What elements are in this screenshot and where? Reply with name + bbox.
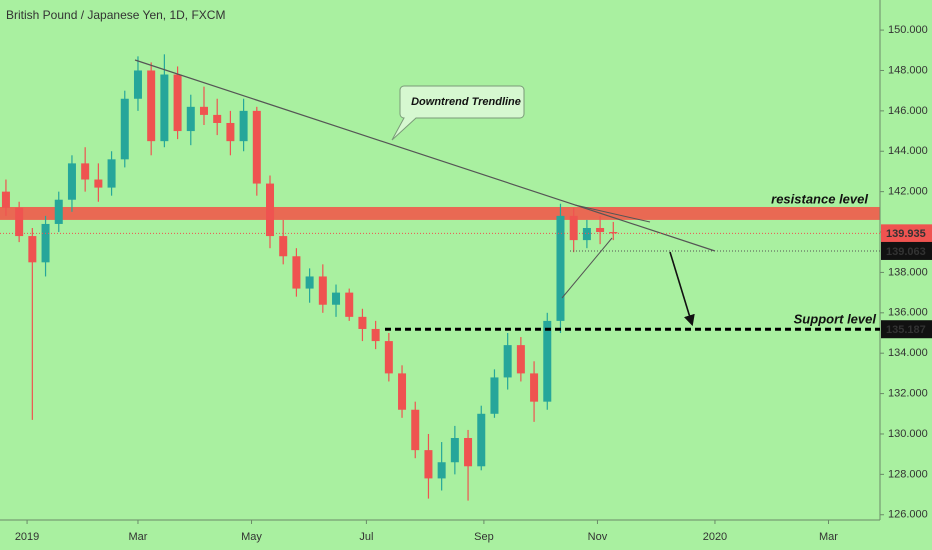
candle-body <box>332 292 341 305</box>
candle-body <box>477 413 486 467</box>
candles <box>1 54 618 501</box>
candle-body <box>424 450 433 479</box>
candle-body <box>120 98 129 160</box>
y-tick-label: 144.000 <box>888 145 928 157</box>
x-tick-label: Mar <box>128 531 147 543</box>
y-tick-label: 138.000 <box>888 266 928 278</box>
candle-body <box>173 74 182 132</box>
price-box-label: 139.935 <box>886 228 926 240</box>
callout-box <box>391 85 525 141</box>
x-tick-label: 2020 <box>703 531 727 543</box>
resistance-label: resistance level <box>771 191 868 206</box>
candle-body <box>345 292 354 317</box>
candle-body <box>54 199 63 224</box>
candle-body <box>1 191 10 208</box>
candle-body <box>516 345 525 374</box>
candle-body <box>239 110 248 142</box>
y-tick-label: 146.000 <box>888 105 928 117</box>
candle-body <box>371 328 380 342</box>
candle-body <box>609 232 618 234</box>
candle-body <box>503 345 512 378</box>
candle-body <box>411 409 420 451</box>
candle-body <box>292 256 301 289</box>
candle-body <box>226 122 235 142</box>
y-tick-label: 126.000 <box>888 509 928 521</box>
candle-body <box>186 106 195 132</box>
x-tick-label: May <box>241 531 262 543</box>
candle-body <box>556 215 565 321</box>
candle-body <box>147 70 156 142</box>
candle-body <box>94 179 103 188</box>
candle-body <box>279 236 288 257</box>
chart-title: British Pound / Japanese Yen, 1D, FXCM <box>6 8 225 22</box>
callout-text: Downtrend Trendline <box>411 96 521 108</box>
candle-body <box>437 462 446 479</box>
background-layer <box>0 206 880 220</box>
resistance-zone <box>0 206 880 220</box>
candle-body <box>81 163 90 180</box>
y-tick-label: 130.000 <box>888 428 928 440</box>
candle-body <box>596 227 605 233</box>
candle-body <box>252 110 261 184</box>
candle-body <box>543 320 552 402</box>
candle-body <box>41 223 50 263</box>
y-tick-label: 142.000 <box>888 186 928 198</box>
candle-body <box>450 438 459 463</box>
candle-body <box>67 163 76 200</box>
y-tick-label: 148.000 <box>888 64 928 76</box>
candle-body <box>569 215 578 241</box>
y-tick-label: 134.000 <box>888 347 928 359</box>
candle-body <box>266 183 275 237</box>
x-tick-label: Mar <box>819 531 838 543</box>
candle-body <box>213 114 222 123</box>
price-box <box>881 224 932 243</box>
candle-body <box>15 207 24 237</box>
candle-body <box>305 276 314 289</box>
x-tick-label: 2019 <box>15 531 39 543</box>
price-box-label: 135.187 <box>886 324 926 336</box>
candle-body <box>318 276 327 305</box>
price-box <box>881 320 932 339</box>
candle-body <box>582 227 591 241</box>
y-tick-label: 132.000 <box>888 387 928 399</box>
triangle-line <box>574 204 651 223</box>
x-tick-label: Jul <box>359 531 373 543</box>
candle-body <box>199 106 208 115</box>
support-label: Support level <box>794 311 877 326</box>
x-tick-label: Nov <box>588 531 608 543</box>
candle-body <box>530 373 539 402</box>
y-tick-label: 128.000 <box>888 468 928 480</box>
candle-body <box>490 377 499 414</box>
candle-body <box>160 74 169 142</box>
trendline <box>134 59 716 252</box>
candle-body <box>384 341 393 374</box>
candle-body <box>358 316 367 329</box>
candle-body <box>28 236 37 263</box>
candle-body <box>464 438 473 467</box>
price-box-label: 139.063 <box>886 246 926 258</box>
candle-body <box>107 159 116 188</box>
price-box <box>881 241 932 260</box>
arrow <box>669 251 695 327</box>
y-tick-label: 150.000 <box>888 24 928 36</box>
y-tick-label: 136.000 <box>888 307 928 319</box>
candle-body <box>133 70 142 99</box>
triangle-line <box>561 237 613 299</box>
x-tick-label: Sep <box>474 531 494 543</box>
candle-body <box>398 373 407 410</box>
